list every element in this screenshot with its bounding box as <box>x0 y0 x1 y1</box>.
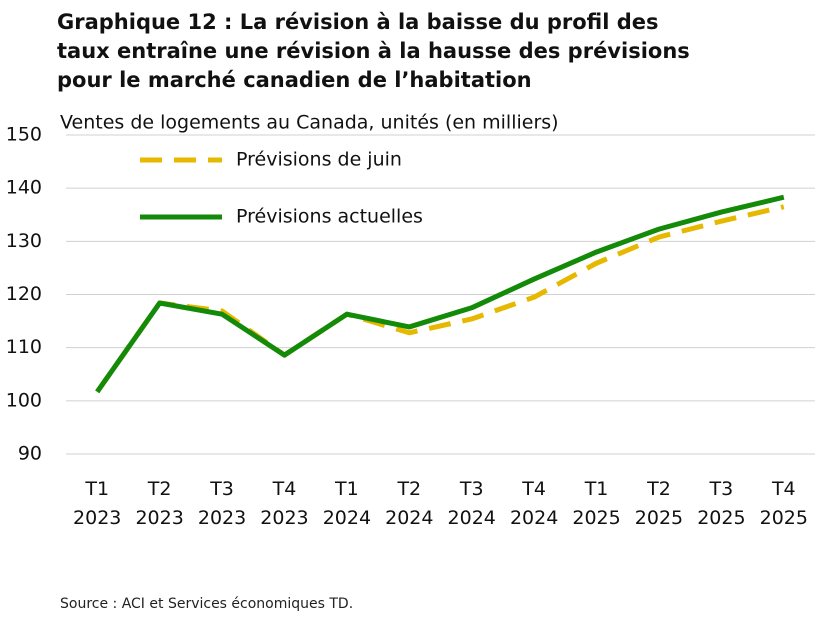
y-tick-label: 150 <box>6 124 42 146</box>
x-tick-label: T2 2025 <box>635 478 683 529</box>
x-tick-label: T4 2023 <box>260 478 308 529</box>
y-tick-label: 140 <box>6 177 42 199</box>
chart-title: Graphique 12 : La révision à la baisse d… <box>57 10 690 92</box>
x-tick-label: T1 2023 <box>73 478 121 529</box>
y-tick-label: 90 <box>18 443 42 465</box>
x-tick-label: T4 2024 <box>510 478 558 529</box>
y-tick-label: 120 <box>6 283 42 305</box>
legend-label: Prévisions de juin <box>236 149 402 171</box>
x-tick-label: T3 2025 <box>697 478 745 529</box>
y-tick-label: 130 <box>6 230 42 252</box>
x-tick-label: T1 2024 <box>323 478 371 529</box>
x-tick-label: T4 2025 <box>760 478 808 529</box>
chart-subtitle: Ventes de logements au Canada, unités (e… <box>60 112 559 134</box>
x-tick-label: T1 2025 <box>572 478 620 529</box>
x-tick-label: T3 2024 <box>448 478 496 529</box>
series-line <box>95 194 785 394</box>
x-tick-label: T2 2024 <box>385 478 433 529</box>
x-tick-label: T3 2023 <box>198 478 246 529</box>
source-note: Source : ACI et Services économiques TD. <box>60 596 354 612</box>
x-tick-label: T2 2023 <box>135 478 183 529</box>
y-tick-label: 100 <box>6 389 42 411</box>
series-line <box>95 204 785 394</box>
legend-label: Prévisions actuelles <box>236 206 423 228</box>
y-tick-label: 110 <box>6 336 42 358</box>
